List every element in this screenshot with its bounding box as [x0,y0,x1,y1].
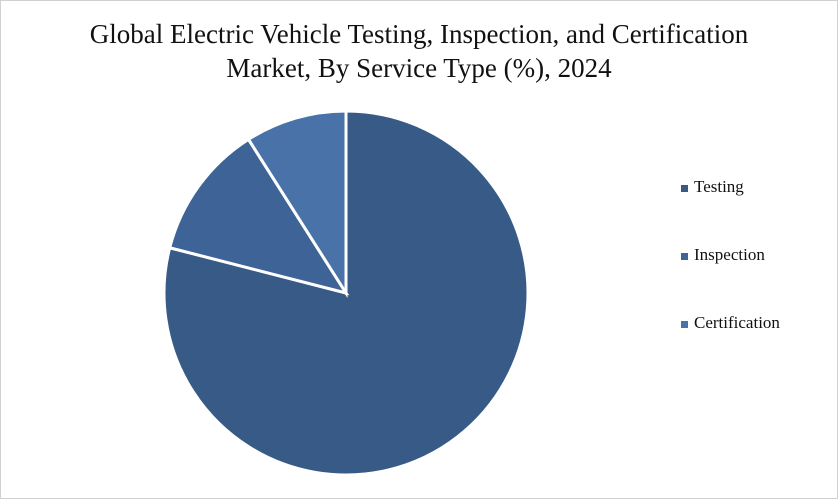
pie-slice [162,109,530,477]
legend-label: Testing [694,177,744,196]
legend-item: Inspection [681,245,831,313]
legend: Testing Inspection Certification [681,177,831,381]
chart-title: Global Electric Vehicle Testing, Inspect… [89,19,749,83]
legend-item: Certification [681,313,831,381]
pie-slice [246,109,348,299]
legend-item: Testing [681,177,831,245]
legend-label: Inspection [694,245,765,264]
legend-swatch [681,321,688,328]
legend-label: Certification [694,313,780,332]
pie-slice [167,137,350,296]
legend-swatch [681,253,688,260]
legend-swatch [681,185,688,192]
